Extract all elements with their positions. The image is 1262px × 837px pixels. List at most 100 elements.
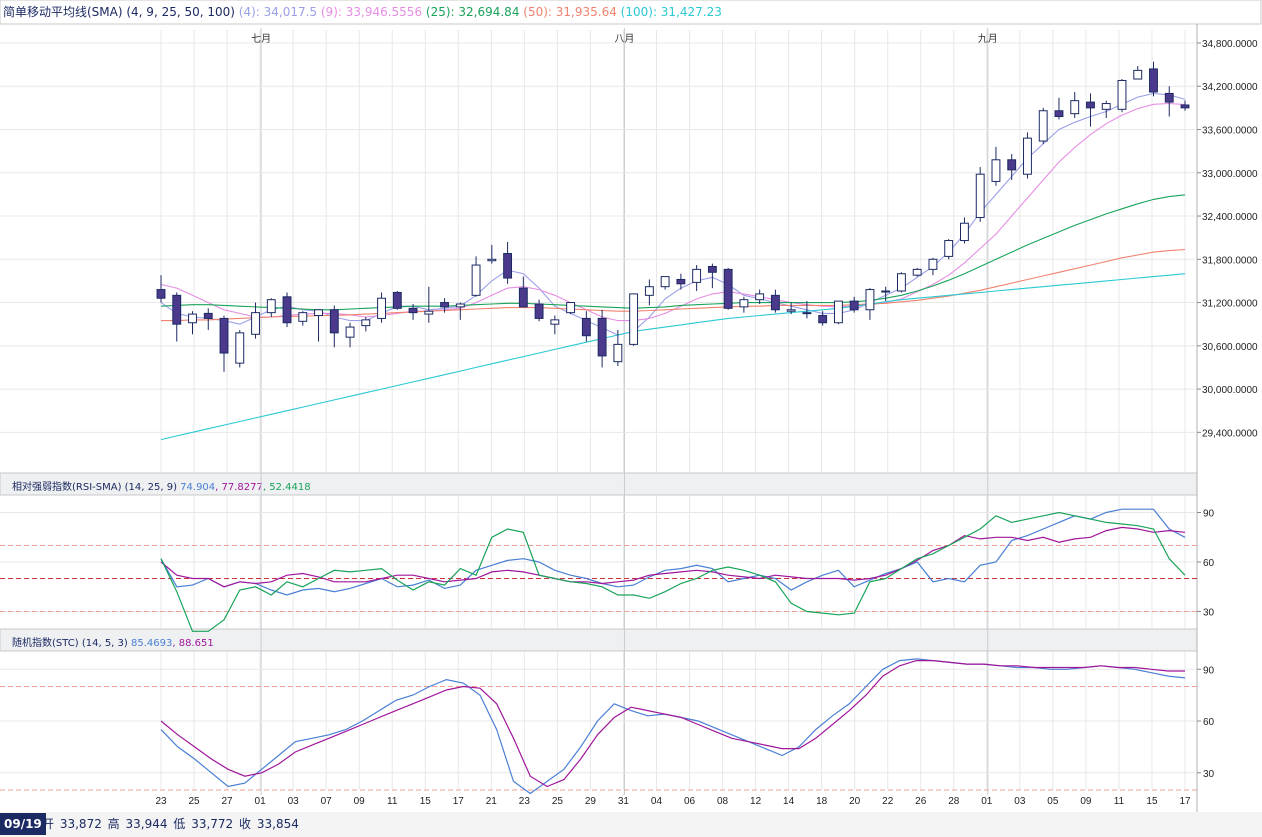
candle xyxy=(361,316,371,332)
candle xyxy=(487,244,497,264)
candle xyxy=(298,311,308,326)
x-tick-label: 23 xyxy=(155,796,167,807)
x-tick-label: 07 xyxy=(321,796,333,807)
ohlc-readout: 开 33,872 高 33,944 低 33,772 收 33,854 xyxy=(42,812,301,837)
candle xyxy=(1023,132,1032,179)
candle-body xyxy=(1023,137,1032,175)
status-date: 09/19 xyxy=(0,813,46,835)
x-tick-label: 03 xyxy=(288,796,300,807)
candle xyxy=(408,303,418,320)
candle xyxy=(818,311,828,326)
high-value: 33,944 xyxy=(125,817,168,831)
candle xyxy=(377,292,386,323)
candle-body xyxy=(518,287,528,308)
candle-body xyxy=(944,240,954,257)
candle-body xyxy=(786,309,796,312)
sma-legend-item-0: 简单移动平均线(SMA) (4, 9, 25, 50, 100) xyxy=(3,5,235,19)
candle-body xyxy=(1180,104,1190,109)
candle-body xyxy=(534,303,544,319)
candle-body xyxy=(707,266,717,273)
rsi-legend-item-0: 相对强弱指数(RSI-SMA) (14, 25, 9) xyxy=(12,480,177,493)
candle xyxy=(424,286,434,323)
candle-body xyxy=(644,286,654,296)
x-tick-label: 26 xyxy=(915,796,927,807)
candle-body xyxy=(629,293,639,345)
candle xyxy=(440,298,450,313)
candle-body xyxy=(1007,159,1017,171)
x-tick-label: 09 xyxy=(354,796,366,807)
candle xyxy=(1164,86,1174,117)
candle xyxy=(203,308,213,330)
rsi-legend: 相对强弱指数(RSI-SMA) (14, 25, 9) 74.904, 77.8… xyxy=(12,480,311,493)
candle xyxy=(251,302,260,339)
x-tick-label: 17 xyxy=(453,796,465,807)
chart-canvas[interactable]: 简单移动平均线(SMA) (4, 9, 25, 50, 100) (4): 34… xyxy=(0,0,1262,812)
candle-body xyxy=(991,159,1001,182)
candle-body xyxy=(960,222,969,242)
sma-legend-item-3: (25): 32,694.84 xyxy=(422,5,519,19)
x-tick-label: 25 xyxy=(552,796,564,807)
candle-body xyxy=(975,173,985,218)
candle-body xyxy=(566,302,576,314)
candle xyxy=(613,329,623,367)
candle xyxy=(786,302,796,315)
candle xyxy=(503,241,513,284)
candle xyxy=(172,292,182,342)
candle-body xyxy=(471,264,481,296)
candle-body xyxy=(692,268,702,283)
candle xyxy=(1101,100,1111,118)
y-tick-label: 34,200.0000 xyxy=(1202,82,1258,93)
candle xyxy=(1180,100,1190,111)
candle-body xyxy=(282,296,292,324)
rsi-legend-item-1: 74.904 xyxy=(177,482,215,493)
y-tick-label: 30,000.0000 xyxy=(1202,385,1258,396)
candle-body xyxy=(818,315,828,324)
x-tick-label: 25 xyxy=(188,796,200,807)
candle-body xyxy=(1133,69,1143,80)
x-tick-label: 05 xyxy=(1047,796,1059,807)
candle xyxy=(676,273,686,290)
candle-body xyxy=(172,294,182,325)
open-value: 33,872 xyxy=(59,817,102,831)
x-tick-label: 27 xyxy=(222,796,234,807)
rsi-line-2 xyxy=(160,511,1186,632)
x-tick-label: 01 xyxy=(981,796,993,807)
stc-legend-item-2: , 88.651 xyxy=(172,638,213,649)
candle xyxy=(1149,61,1158,97)
sma-legend: 简单移动平均线(SMA) (4, 9, 25, 50, 100) (4): 34… xyxy=(3,5,722,19)
candle-body xyxy=(455,303,465,308)
sma-legend-item-1: (4): 34,017.5 xyxy=(235,5,317,19)
y-tick-label: 60 xyxy=(1203,558,1215,569)
candle-body xyxy=(865,289,875,311)
candle xyxy=(755,289,765,304)
candle-body xyxy=(1101,103,1111,110)
y-tick-label: 90 xyxy=(1203,509,1215,520)
candle-body xyxy=(235,332,245,364)
x-tick-label: 08 xyxy=(717,796,729,807)
candle-body xyxy=(581,317,591,337)
candle-body xyxy=(188,313,197,324)
candle-body xyxy=(440,302,450,308)
x-tick-label: 20 xyxy=(849,796,861,807)
candle-body xyxy=(881,290,891,293)
candle xyxy=(739,296,749,313)
candle xyxy=(928,257,938,276)
y-tick-label: 90 xyxy=(1203,665,1215,676)
candle xyxy=(1133,66,1143,80)
x-tick-label: 09 xyxy=(1080,796,1092,807)
candle-body xyxy=(833,300,843,324)
sma-line-4 xyxy=(160,273,1186,441)
stc-legend: 随机指数(STC) (14, 5, 3) 85.4693, 88.651 xyxy=(12,636,214,649)
candle xyxy=(1054,97,1064,120)
candle xyxy=(156,275,166,303)
candle xyxy=(314,309,323,342)
x-tick-label: 11 xyxy=(1114,796,1125,807)
month-label: 九月 xyxy=(978,33,998,45)
y-tick-label: 30,600.0000 xyxy=(1202,342,1258,353)
month-label: 七月 xyxy=(251,33,271,45)
candle xyxy=(692,265,702,292)
candle-body xyxy=(424,310,434,315)
candle xyxy=(1038,107,1048,144)
candle xyxy=(660,276,670,290)
candle-body xyxy=(550,319,560,325)
